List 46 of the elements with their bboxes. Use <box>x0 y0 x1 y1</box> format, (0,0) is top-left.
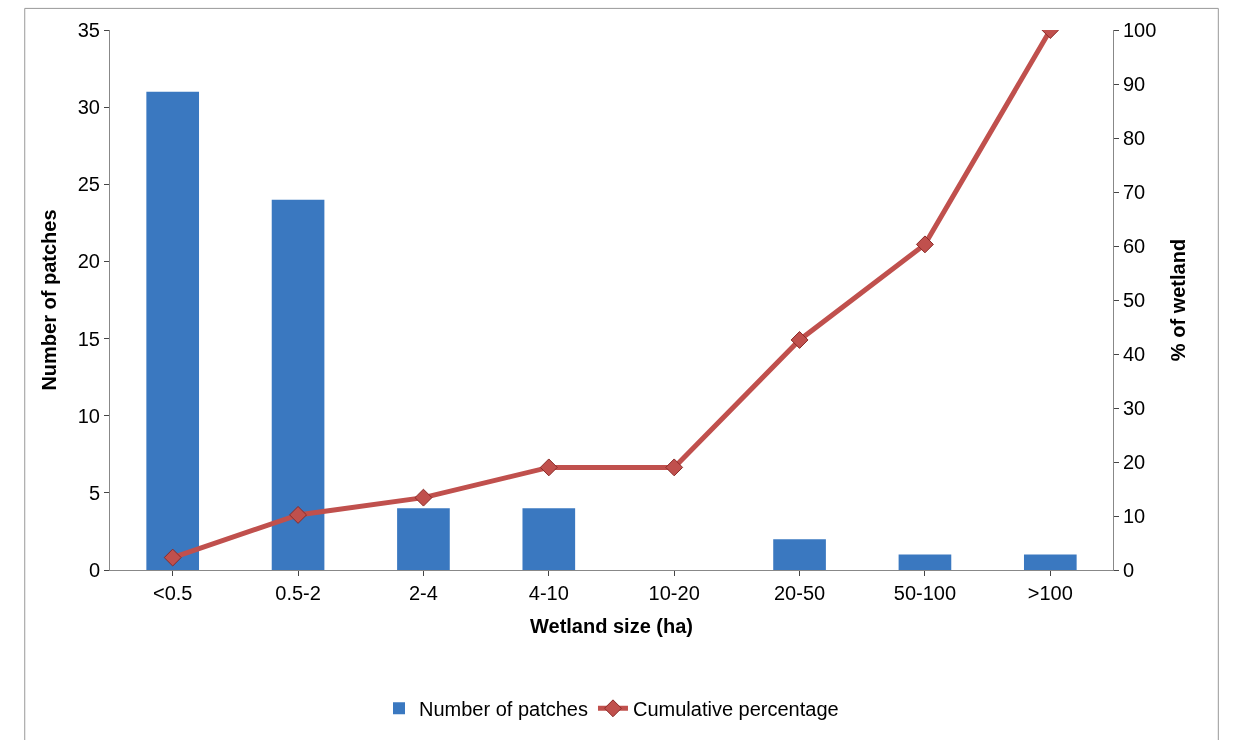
point <box>289 505 308 524</box>
x-tick-label: <0.5 <box>152 582 193 604</box>
y2-tick-label: 60 <box>1123 235 1146 257</box>
y-tick-label: 5 <box>88 481 100 504</box>
x-axis-title: Wetland size (ha) <box>530 614 693 637</box>
y2-tick-label: 40 <box>1123 343 1146 365</box>
x-tick-label: 10-20 <box>648 582 700 604</box>
bar <box>898 554 952 570</box>
x-tick-label: 20-50 <box>773 582 826 604</box>
y2-tick-label: 30 <box>1123 397 1146 419</box>
y2-tick-label: 70 <box>1123 181 1146 203</box>
point <box>665 458 684 477</box>
y2-tick-label: 20 <box>1123 451 1146 473</box>
x-tick-label: 0.5-2 <box>275 582 321 604</box>
bar <box>397 508 450 570</box>
bar <box>1023 554 1077 570</box>
y2-tick-label: 0 <box>1123 559 1135 581</box>
x-tick-label: 4-10 <box>528 582 569 604</box>
point <box>915 235 934 254</box>
bar <box>522 508 576 570</box>
point <box>790 331 809 349</box>
legend-label: Number of patches <box>419 698 588 721</box>
y2-axis-title: % of wetland <box>1166 238 1189 362</box>
y2-tick-label: 90 <box>1123 73 1146 95</box>
bar <box>146 91 200 570</box>
y-tick-label: 35 <box>77 19 100 41</box>
y-tick-label: 10 <box>77 404 100 427</box>
y-tick-label: 20 <box>77 250 100 273</box>
bar <box>773 539 826 570</box>
y-axis-title: Number of patches <box>38 209 61 391</box>
y2-tick-label: 50 <box>1123 289 1146 311</box>
point <box>163 548 182 567</box>
x-tick-label: 2-4 <box>408 582 438 604</box>
point <box>414 488 433 507</box>
y-tick-label: 15 <box>77 327 100 350</box>
y-tick-label: 25 <box>77 173 100 196</box>
bar <box>271 199 325 570</box>
y-tick-label: 30 <box>77 96 100 119</box>
point <box>539 458 558 477</box>
y-tick-label: 0 <box>88 559 100 581</box>
y2-tick-label: 100 <box>1123 19 1157 41</box>
y2-tick-label: 10 <box>1123 505 1146 527</box>
y2-tick-label: 80 <box>1123 127 1146 149</box>
legend-label: Cumulative percentage <box>632 698 839 721</box>
x-tick-label: >100 <box>1027 582 1073 604</box>
x-tick-label: 50-100 <box>893 582 957 604</box>
